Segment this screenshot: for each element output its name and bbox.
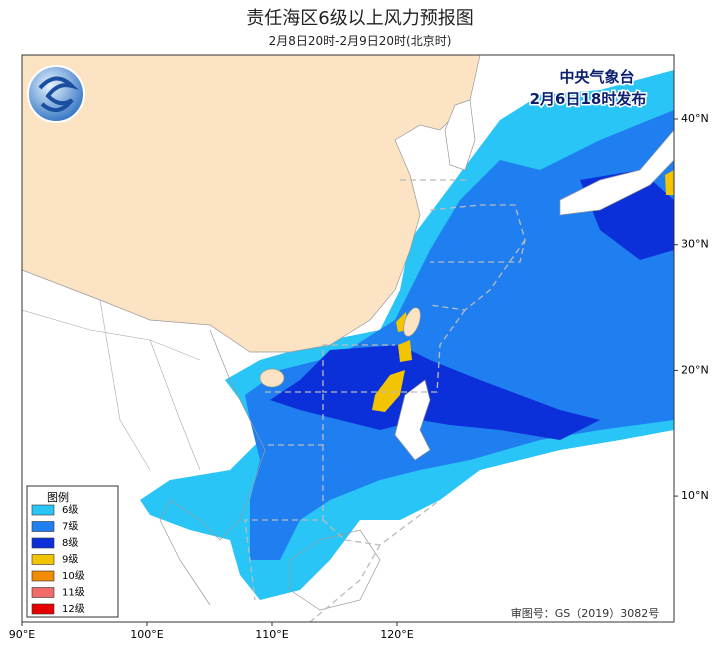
sea-area-boundaries	[244, 179, 526, 622]
approval-number: 审图号：GS（2019）3082号	[511, 606, 660, 620]
legend-title: 图例	[47, 490, 69, 504]
japan	[559, 129, 674, 216]
map-frame	[21, 54, 675, 623]
china-land	[22, 55, 481, 353]
hainan	[259, 368, 285, 388]
taiwan	[403, 307, 421, 337]
wind-area	[372, 370, 405, 412]
legend-swatch	[31, 603, 55, 615]
agency: 中央气象台	[559, 68, 634, 86]
legend-label: 11级	[62, 587, 85, 599]
legend-label: 9级	[62, 554, 78, 566]
legend-swatch	[31, 554, 55, 565]
southeast-asia-coast	[159, 329, 266, 606]
wind-area	[398, 340, 412, 362]
lat-label: 10°N	[681, 489, 709, 502]
legend-label: 6级	[62, 504, 78, 516]
logo	[27, 65, 85, 123]
legend-swatch	[31, 504, 55, 516]
legend-swatch	[31, 587, 55, 598]
korea	[444, 99, 476, 171]
legend-swatch	[31, 521, 55, 532]
legend-label: 10级	[62, 570, 85, 582]
lon-label: 120°E	[380, 628, 413, 641]
title: 责任海区6级以上风力预报图	[246, 8, 473, 29]
map-body	[22, 55, 674, 622]
lat-label: 40°N	[681, 112, 709, 125]
luzon	[394, 379, 431, 461]
borneo-coast	[289, 529, 381, 611]
lon-label: 110°E	[255, 628, 288, 641]
legend-label: 8级	[62, 537, 78, 549]
logo-mark	[38, 76, 79, 112]
subtitle: 2月8日20时-2月9日20时(北京时)	[269, 34, 452, 48]
lon-label: 100°E	[130, 628, 163, 641]
wind-area	[245, 110, 674, 560]
lat-label: 20°N	[681, 363, 709, 376]
legend: 图例 6级 7级 8级 9级 10级 11级 12级	[26, 485, 119, 618]
lon-label: 90°E	[9, 628, 35, 641]
issue-time: 2月6日18时发布	[530, 90, 647, 108]
legend-label: 12级	[62, 603, 85, 615]
wind-area	[665, 170, 674, 195]
lat-label: 30°N	[681, 238, 709, 251]
legend-label: 7级	[62, 521, 78, 533]
borders	[22, 299, 201, 471]
axes: 40°N 30°N 20°N 10°N 90°E 100°E 110°E 120°E	[9, 112, 709, 641]
legend-swatch	[31, 570, 55, 582]
legend-swatch	[31, 537, 55, 549]
